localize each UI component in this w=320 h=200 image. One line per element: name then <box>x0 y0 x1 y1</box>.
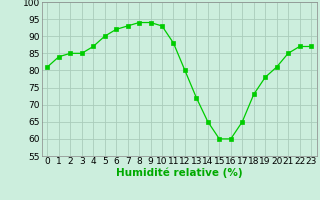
X-axis label: Humidité relative (%): Humidité relative (%) <box>116 168 243 178</box>
